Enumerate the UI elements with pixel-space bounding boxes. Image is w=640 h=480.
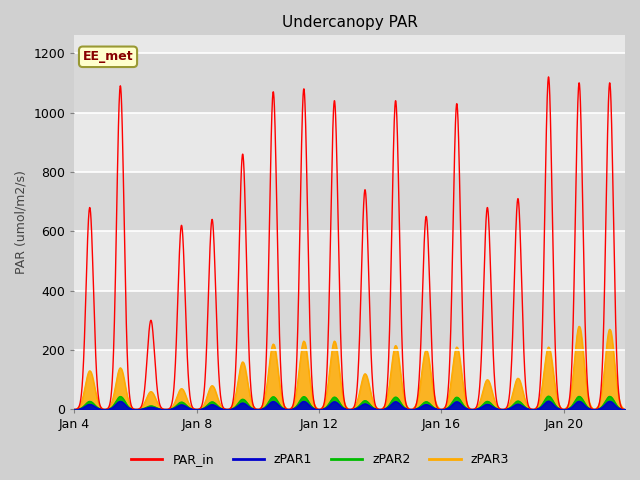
Bar bbox=[74, 172, 625, 231]
Bar bbox=[74, 290, 625, 350]
Y-axis label: PAR (umol/m2/s): PAR (umol/m2/s) bbox=[15, 170, 28, 274]
Legend: PAR_in, zPAR1, zPAR2, zPAR3: PAR_in, zPAR1, zPAR2, zPAR3 bbox=[126, 448, 514, 471]
Bar bbox=[74, 112, 625, 172]
Bar bbox=[74, 0, 625, 53]
Text: EE_met: EE_met bbox=[83, 50, 133, 63]
Bar bbox=[74, 350, 625, 409]
Bar bbox=[74, 231, 625, 290]
Title: Undercanopy PAR: Undercanopy PAR bbox=[282, 15, 418, 30]
Bar bbox=[74, 53, 625, 112]
